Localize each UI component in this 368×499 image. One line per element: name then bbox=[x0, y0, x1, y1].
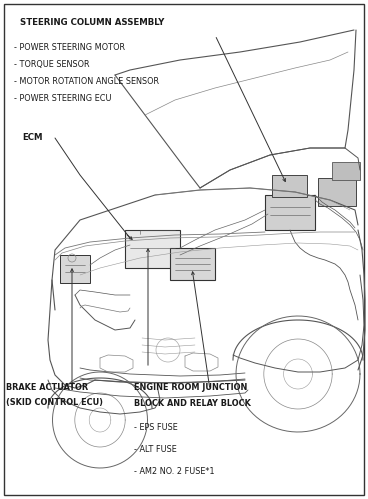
Bar bbox=[265, 195, 315, 230]
Text: ECM: ECM bbox=[22, 134, 42, 143]
Text: BLOCK AND RELAY BLOCK: BLOCK AND RELAY BLOCK bbox=[134, 399, 251, 408]
Bar bbox=[60, 255, 90, 283]
Text: (SKID CONTROL ECU): (SKID CONTROL ECU) bbox=[6, 399, 103, 408]
Text: - POWER STEERING MOTOR: - POWER STEERING MOTOR bbox=[14, 42, 125, 51]
Bar bbox=[272, 175, 307, 197]
Text: BRAKE ACTUATOR: BRAKE ACTUATOR bbox=[6, 384, 88, 393]
Bar bbox=[170, 248, 215, 280]
Bar bbox=[318, 178, 356, 206]
Text: - EPS FUSE: - EPS FUSE bbox=[134, 424, 178, 433]
Text: - TORQUE SENSOR: - TORQUE SENSOR bbox=[14, 59, 89, 68]
Text: - MOTOR ROTATION ANGLE SENSOR: - MOTOR ROTATION ANGLE SENSOR bbox=[14, 76, 159, 85]
Bar bbox=[125, 230, 180, 268]
Text: STEERING COLUMN ASSEMBLY: STEERING COLUMN ASSEMBLY bbox=[20, 17, 164, 26]
Text: - POWER STEERING ECU: - POWER STEERING ECU bbox=[14, 93, 112, 102]
Text: - AM2 NO. 2 FUSE*1: - AM2 NO. 2 FUSE*1 bbox=[134, 468, 215, 477]
Bar bbox=[332, 162, 360, 180]
Text: ENGINE ROOM JUNCTION: ENGINE ROOM JUNCTION bbox=[134, 384, 247, 393]
Text: - ALT FUSE: - ALT FUSE bbox=[134, 446, 177, 455]
